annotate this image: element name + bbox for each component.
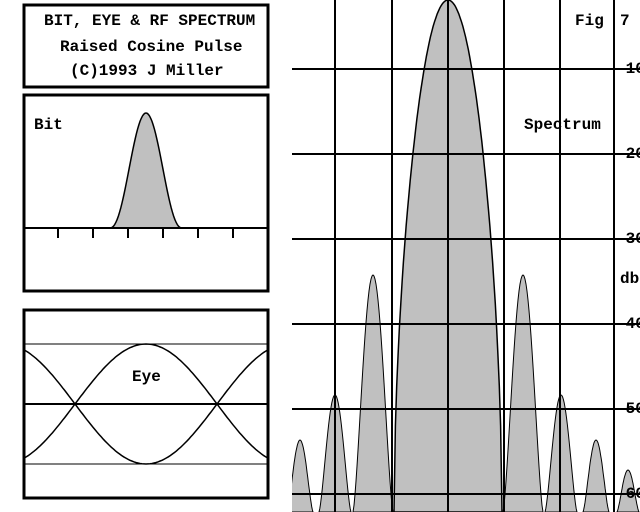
ytick-1: -20 [616, 145, 640, 163]
title-line-1: BIT, EYE & RF SPECTRUM [44, 12, 255, 30]
spectrum-lobe [503, 275, 543, 512]
spectrum-lobe [583, 440, 609, 512]
ytick-4: -50 [616, 400, 640, 418]
title-line-2: Raised Cosine Pulse [60, 38, 242, 56]
fig-label-a: Fig [575, 12, 604, 30]
db-label: db [620, 270, 639, 288]
ytick-3: -40 [616, 315, 640, 333]
fig-label-b: 7 [620, 12, 630, 30]
eye-label: Eye [132, 368, 161, 386]
ytick-2: -30 [616, 230, 640, 248]
spectrum-label: Spectrum [524, 116, 601, 134]
ytick-0: -10 [616, 60, 640, 78]
spectrum-lobe [353, 275, 393, 512]
title-line-3: (C)1993 J Miller [70, 62, 224, 80]
ytick-5: -60 [616, 485, 640, 503]
bit-label: Bit [34, 116, 63, 134]
